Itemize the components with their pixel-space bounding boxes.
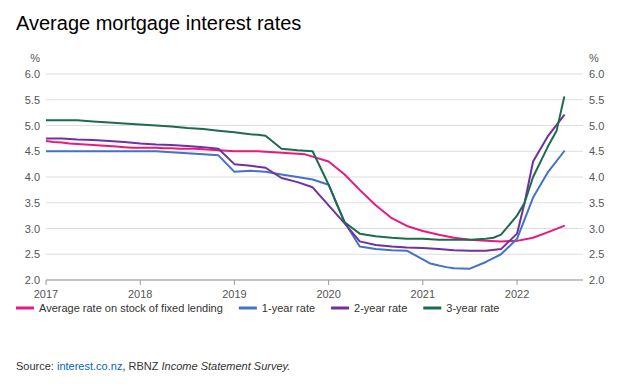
legend-swatch xyxy=(331,307,349,310)
source-part: Source: xyxy=(16,360,57,372)
y2-tick-label: 5.5 xyxy=(589,94,604,106)
legend-swatch xyxy=(423,307,441,310)
y-tick-label: 5.5 xyxy=(25,94,40,106)
x-tick xyxy=(234,280,235,285)
y-tick-label: 4.5 xyxy=(25,145,40,157)
series-line xyxy=(46,97,564,240)
grid-line xyxy=(46,202,583,203)
legend-label: 3-year rate xyxy=(446,302,499,314)
chart: Average mortgage interest rates%% 2.0 2.5 3… xyxy=(0,0,631,389)
y2-axis-label: % xyxy=(589,52,599,64)
x-tick-label: 2022 xyxy=(505,288,529,300)
grid-line xyxy=(46,177,583,178)
grid-line xyxy=(46,125,583,126)
x-axis-line xyxy=(46,280,583,281)
lines xyxy=(46,97,564,268)
x-tick xyxy=(140,280,141,285)
y-tick-label: 4.0 xyxy=(25,171,40,183)
y2-tick-label: 4.0 xyxy=(589,171,604,183)
series-line xyxy=(46,141,564,241)
y-tick-label: 3.5 xyxy=(25,197,40,209)
y-tick-label: 6.0 xyxy=(25,68,40,80)
y-tick-label: 2.0 xyxy=(25,274,40,286)
source: Source: interest.co.nz, RBNZ Income Stat… xyxy=(16,360,290,372)
legend-label: 1-year rate xyxy=(262,302,315,314)
legend-item: Average rate on stock of fixed lending xyxy=(16,302,223,314)
source-part: , RBNZ xyxy=(122,360,161,372)
y2-tick-label: 3.0 xyxy=(589,223,604,235)
x-tick-label: 2018 xyxy=(128,288,152,300)
legend-swatch xyxy=(239,307,257,310)
legend-item: 3-year rate xyxy=(423,302,499,314)
x-tick xyxy=(46,280,47,285)
x-tick xyxy=(517,280,518,285)
x-tick-label: 2021 xyxy=(411,288,435,300)
y-tick-label: 5.0 xyxy=(25,120,40,132)
grid xyxy=(46,74,583,280)
y2-tick-label: 3.5 xyxy=(589,197,604,209)
x-tick xyxy=(328,280,329,285)
series-line xyxy=(46,115,564,250)
x-tick-label: 2017 xyxy=(34,288,58,300)
y2-tick-label: 6.0 xyxy=(589,68,604,80)
legend-swatch xyxy=(16,307,34,310)
grid-line xyxy=(46,228,583,229)
y2-tick-label: 4.5 xyxy=(589,145,604,157)
y2-tick-label: 5.0 xyxy=(589,120,604,132)
x-tick xyxy=(422,280,423,285)
y2-tick-label: 2.5 xyxy=(589,248,604,260)
legend-label: Average rate on stock of fixed lending xyxy=(39,302,223,314)
legend: Average rate on stock of fixed lending 1-… xyxy=(16,302,499,314)
title: Average mortgage interest rates xyxy=(16,12,301,34)
y-tick-label: 2.5 xyxy=(25,248,40,260)
legend-item: 2-year rate xyxy=(331,302,407,314)
x-tick-label: 2019 xyxy=(222,288,246,300)
grid-line xyxy=(46,74,583,75)
legend-label: 2-year rate xyxy=(354,302,407,314)
grid-line xyxy=(46,99,583,100)
x-tick-label: 2020 xyxy=(316,288,340,300)
y-tick-label: 3.0 xyxy=(25,223,40,235)
y-axis-label: % xyxy=(30,52,40,64)
source-part: interest.co.nz xyxy=(57,360,122,372)
grid-line xyxy=(46,280,583,281)
source-part: Income Statement Survey. xyxy=(162,360,291,372)
legend-item: 1-year rate xyxy=(239,302,315,314)
y2-tick-label: 2.0 xyxy=(589,274,604,286)
